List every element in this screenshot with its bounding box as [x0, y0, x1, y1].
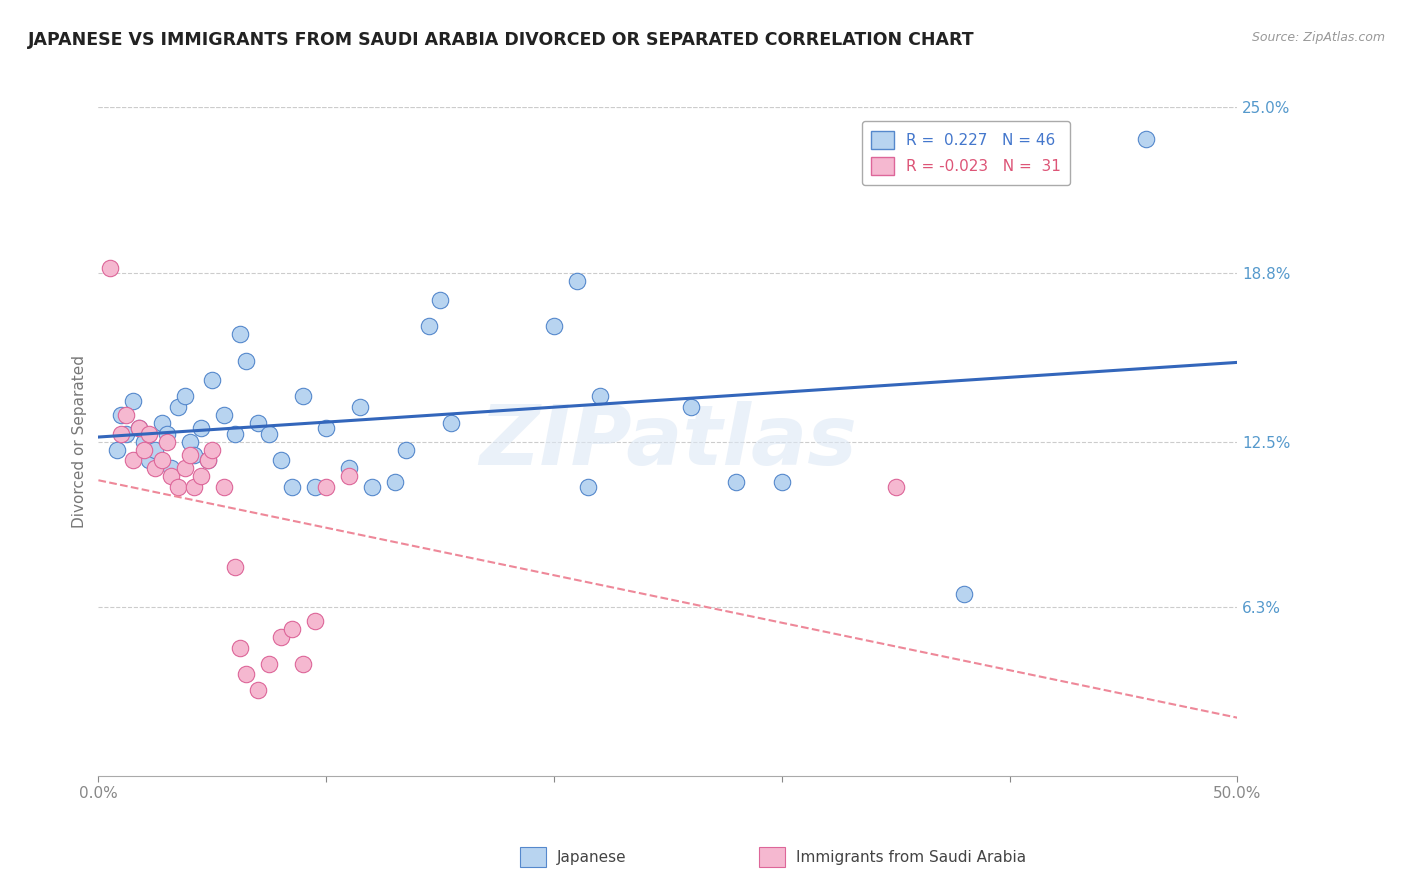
- Point: [349, 400, 371, 414]
- Point: [429, 293, 451, 307]
- Point: [160, 469, 183, 483]
- Y-axis label: Divorced or Separated: Divorced or Separated: [72, 355, 87, 528]
- Text: Japanese: Japanese: [557, 850, 627, 864]
- Point: [384, 475, 406, 489]
- Point: [440, 416, 463, 430]
- Text: Immigrants from Saudi Arabia: Immigrants from Saudi Arabia: [796, 850, 1026, 864]
- Point: [418, 319, 440, 334]
- Point: [884, 480, 907, 494]
- Legend: R =  0.227   N = 46, R = -0.023   N =  31: R = 0.227 N = 46, R = -0.023 N = 31: [862, 121, 1070, 185]
- Point: [121, 453, 143, 467]
- Point: [150, 453, 173, 467]
- Point: [235, 354, 257, 368]
- Point: [281, 480, 304, 494]
- Point: [588, 389, 610, 403]
- Point: [167, 480, 190, 494]
- Point: [156, 426, 179, 441]
- Point: [128, 421, 150, 435]
- Point: [114, 408, 136, 422]
- Point: [259, 426, 281, 441]
- Point: [270, 630, 292, 644]
- Point: [576, 480, 599, 494]
- Point: [543, 319, 565, 334]
- Text: JAPANESE VS IMMIGRANTS FROM SAUDI ARABIA DIVORCED OR SEPARATED CORRELATION CHART: JAPANESE VS IMMIGRANTS FROM SAUDI ARABIA…: [28, 31, 974, 49]
- Point: [337, 469, 360, 483]
- Point: [235, 667, 257, 681]
- Point: [197, 453, 219, 467]
- Point: [201, 373, 224, 387]
- Point: [132, 434, 155, 449]
- Point: [110, 408, 132, 422]
- Point: [281, 622, 304, 636]
- Point: [315, 480, 337, 494]
- Point: [228, 327, 250, 342]
- Point: [212, 408, 235, 422]
- Point: [770, 475, 793, 489]
- Point: [167, 400, 190, 414]
- Point: [138, 453, 160, 467]
- Point: [190, 469, 212, 483]
- Point: [190, 421, 212, 435]
- Point: [114, 426, 136, 441]
- Point: [128, 421, 150, 435]
- Point: [179, 434, 201, 449]
- Point: [304, 614, 326, 628]
- Point: [224, 426, 246, 441]
- Point: [259, 657, 281, 671]
- Point: [725, 475, 748, 489]
- Point: [179, 448, 201, 462]
- Point: [304, 480, 326, 494]
- Point: [565, 274, 588, 288]
- Point: [246, 416, 269, 430]
- Point: [183, 480, 205, 494]
- Point: [1135, 132, 1157, 146]
- Point: [197, 453, 219, 467]
- Point: [121, 394, 143, 409]
- Point: [292, 657, 315, 671]
- Point: [360, 480, 382, 494]
- Point: [160, 461, 183, 475]
- Point: [246, 683, 269, 698]
- Point: [228, 640, 250, 655]
- Point: [212, 480, 235, 494]
- Point: [98, 260, 121, 275]
- Text: Source: ZipAtlas.com: Source: ZipAtlas.com: [1251, 31, 1385, 45]
- Point: [110, 426, 132, 441]
- Point: [315, 421, 337, 435]
- Point: [679, 400, 702, 414]
- Point: [156, 434, 179, 449]
- Point: [201, 442, 224, 457]
- Point: [292, 389, 315, 403]
- Point: [145, 442, 167, 457]
- Point: [105, 442, 128, 457]
- Point: [224, 560, 246, 574]
- Point: [138, 426, 160, 441]
- Point: [174, 461, 197, 475]
- Point: [150, 416, 173, 430]
- Text: ZIPatlas: ZIPatlas: [479, 401, 856, 482]
- Point: [132, 442, 155, 457]
- Point: [145, 461, 167, 475]
- Point: [337, 461, 360, 475]
- Point: [953, 587, 976, 601]
- Point: [174, 389, 197, 403]
- Point: [270, 453, 292, 467]
- Point: [183, 448, 205, 462]
- Point: [395, 442, 418, 457]
